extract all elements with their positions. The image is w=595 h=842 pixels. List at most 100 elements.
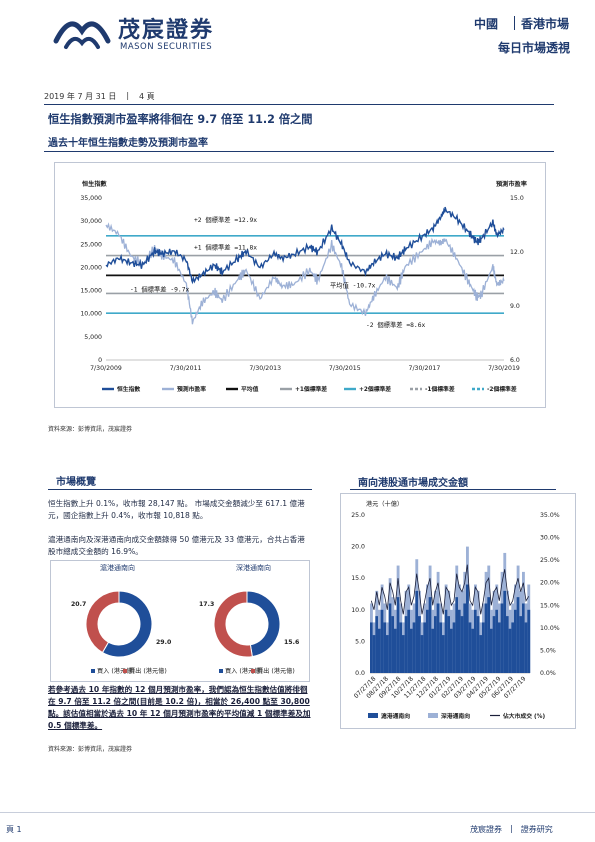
pe-chart-frame bbox=[54, 162, 546, 408]
right-tick-label: 0.0% bbox=[540, 670, 556, 677]
legend-label: 預測市盈率 bbox=[177, 385, 206, 393]
sh-bar bbox=[447, 616, 451, 673]
header-divider bbox=[514, 16, 515, 30]
sh-bar bbox=[426, 609, 429, 673]
left-tick-label: 10.0 bbox=[351, 607, 365, 614]
sh-bar bbox=[522, 603, 525, 673]
footer-brand-name: 茂宸證券 bbox=[470, 825, 502, 834]
left-tick-label: 15.0 bbox=[351, 575, 365, 582]
sh-bar bbox=[450, 628, 453, 673]
right-tick-label: 25.0% bbox=[540, 557, 560, 564]
sh-bar bbox=[370, 622, 373, 673]
right-tick-label: 5.0% bbox=[540, 647, 556, 654]
southbound-chart-frame bbox=[340, 493, 576, 729]
sh-bar bbox=[460, 616, 464, 673]
sh-bar bbox=[372, 635, 376, 673]
legend-label: 平均值 bbox=[241, 385, 259, 393]
left-tick-label: 0 bbox=[98, 357, 102, 364]
x-tick-label: 7/30/2019 bbox=[488, 365, 520, 372]
sh-bar bbox=[503, 590, 507, 673]
donut-sh-sell-label: 20.7 bbox=[71, 601, 86, 608]
sh-bar bbox=[482, 622, 485, 673]
sh-bar bbox=[428, 597, 432, 673]
donut-sh-buy-slice bbox=[101, 590, 153, 658]
sh-bar bbox=[463, 603, 467, 673]
sh-bar bbox=[412, 622, 416, 673]
donut-sh-legend-buy-swatch bbox=[91, 669, 95, 673]
sh-bar bbox=[498, 622, 501, 673]
market-title-rule bbox=[48, 489, 312, 490]
sh-bar bbox=[479, 635, 483, 673]
chart1-source: 資料來源：彭博資訊，茂宸證券 bbox=[48, 426, 133, 433]
sh-bar bbox=[508, 628, 512, 673]
southbound-title-rule bbox=[350, 489, 556, 490]
market-overview-title: 市場概覽 bbox=[56, 477, 96, 488]
right-tick-label: 15.0 bbox=[510, 195, 524, 202]
footer-page: 頁 1 bbox=[6, 825, 22, 834]
x-tick-label: 7/30/2017 bbox=[409, 365, 441, 372]
right-tick-label: 10.0% bbox=[540, 625, 560, 632]
southbound-donuts: 29.020.7買入 (港元億)賣出 (港元億)15.617.3買入 (港元億)… bbox=[71, 590, 299, 675]
x-tick-label: 7/30/2013 bbox=[249, 365, 281, 372]
annotation-minus2: -2 個標準差 =8.6x bbox=[366, 320, 426, 329]
headline: 恒生指數預測市盈率將徘徊在 9.7 倍至 11.2 倍之間 bbox=[48, 113, 313, 126]
market-source: 資料來源：彭博資訊，茂宸證券 bbox=[48, 746, 133, 753]
sh-bar bbox=[394, 628, 397, 673]
market-label: 香港市場 bbox=[521, 17, 570, 31]
right-tick-label: 20.0% bbox=[540, 580, 560, 587]
valuation-conclusion: 若參考過去 10 年指數的 12 個月預測市盈率，我們認為恒生指數估值將徘徊在 … bbox=[48, 685, 311, 730]
annotation-plus1: +1 個標準差 =11.8x bbox=[194, 243, 257, 252]
page-header: 茂宸證券 MASON SECURITIES 中國 香港市場 每日市場透視 bbox=[0, 0, 595, 66]
left-tick-label: 30,000 bbox=[80, 218, 102, 225]
donut-sz-legend-buy-swatch bbox=[219, 669, 223, 673]
sh-bar bbox=[466, 584, 469, 673]
page-count: 4 頁 bbox=[139, 92, 155, 101]
share-line bbox=[370, 564, 530, 615]
sh-bar bbox=[407, 609, 411, 673]
sh-bar bbox=[396, 597, 400, 673]
sh-bar bbox=[500, 603, 504, 673]
sh-bar bbox=[402, 635, 405, 673]
sh-bar bbox=[388, 603, 392, 673]
legend-swatch bbox=[428, 713, 438, 718]
x-tick-label: 7/30/2009 bbox=[90, 365, 122, 372]
header-rule bbox=[44, 104, 554, 105]
region-label: 中國 bbox=[474, 17, 499, 31]
brand-name-cn: 茂宸證券 bbox=[118, 18, 215, 43]
left-tick-label: 15,000 bbox=[80, 288, 102, 295]
left-tick-label: 5.0 bbox=[355, 638, 365, 645]
sh-bar bbox=[415, 590, 419, 673]
donut-sz-legend-sell: 賣出 (港元億) bbox=[257, 667, 295, 675]
annotation-mean: 平均值 -10.7x bbox=[330, 280, 376, 289]
x-tick-label: 7/30/2011 bbox=[170, 365, 202, 372]
sh-bar bbox=[487, 597, 491, 673]
sh-bar bbox=[436, 603, 440, 673]
sh-bar bbox=[527, 609, 531, 673]
sh-bar bbox=[516, 597, 520, 673]
sh-bar bbox=[404, 616, 408, 673]
left-tick-label: 20,000 bbox=[80, 264, 102, 271]
sh-bar bbox=[476, 616, 480, 673]
report-name: 每日市場透視 bbox=[498, 41, 571, 55]
donut-sh-legend-sell: 賣出 (港元億) bbox=[129, 667, 167, 675]
donut-sz-buy-slice bbox=[246, 590, 281, 658]
legend-label: -1個標準差 bbox=[425, 385, 455, 393]
donut-sh-title: 滬港通南向 bbox=[100, 564, 135, 572]
donut-sh-sell-slice bbox=[85, 590, 120, 654]
sh-bar bbox=[471, 628, 475, 673]
donut-sz-legend-sell-swatch bbox=[251, 669, 255, 673]
donut-sz-sell-slice bbox=[213, 590, 253, 658]
sh-bar bbox=[444, 609, 448, 673]
sh-bar bbox=[458, 609, 461, 673]
sh-bar bbox=[468, 622, 472, 673]
right-tick-label: 15.0% bbox=[540, 602, 560, 609]
market-para-2: 滬港通南向及深港通南向成交金額錄得 50 億港元及 33 億港元，合共占香港股市… bbox=[48, 535, 305, 556]
sh-bar bbox=[391, 616, 395, 673]
sh-bar bbox=[383, 622, 387, 673]
sh-bar bbox=[434, 616, 437, 673]
footer-brand: 茂宸證券 | 證券研究 bbox=[470, 824, 553, 835]
donut-frame bbox=[50, 560, 310, 682]
right-tick-label: 6.0 bbox=[510, 357, 520, 364]
hsi-series-line bbox=[105, 206, 505, 285]
sh-bar bbox=[378, 628, 381, 673]
